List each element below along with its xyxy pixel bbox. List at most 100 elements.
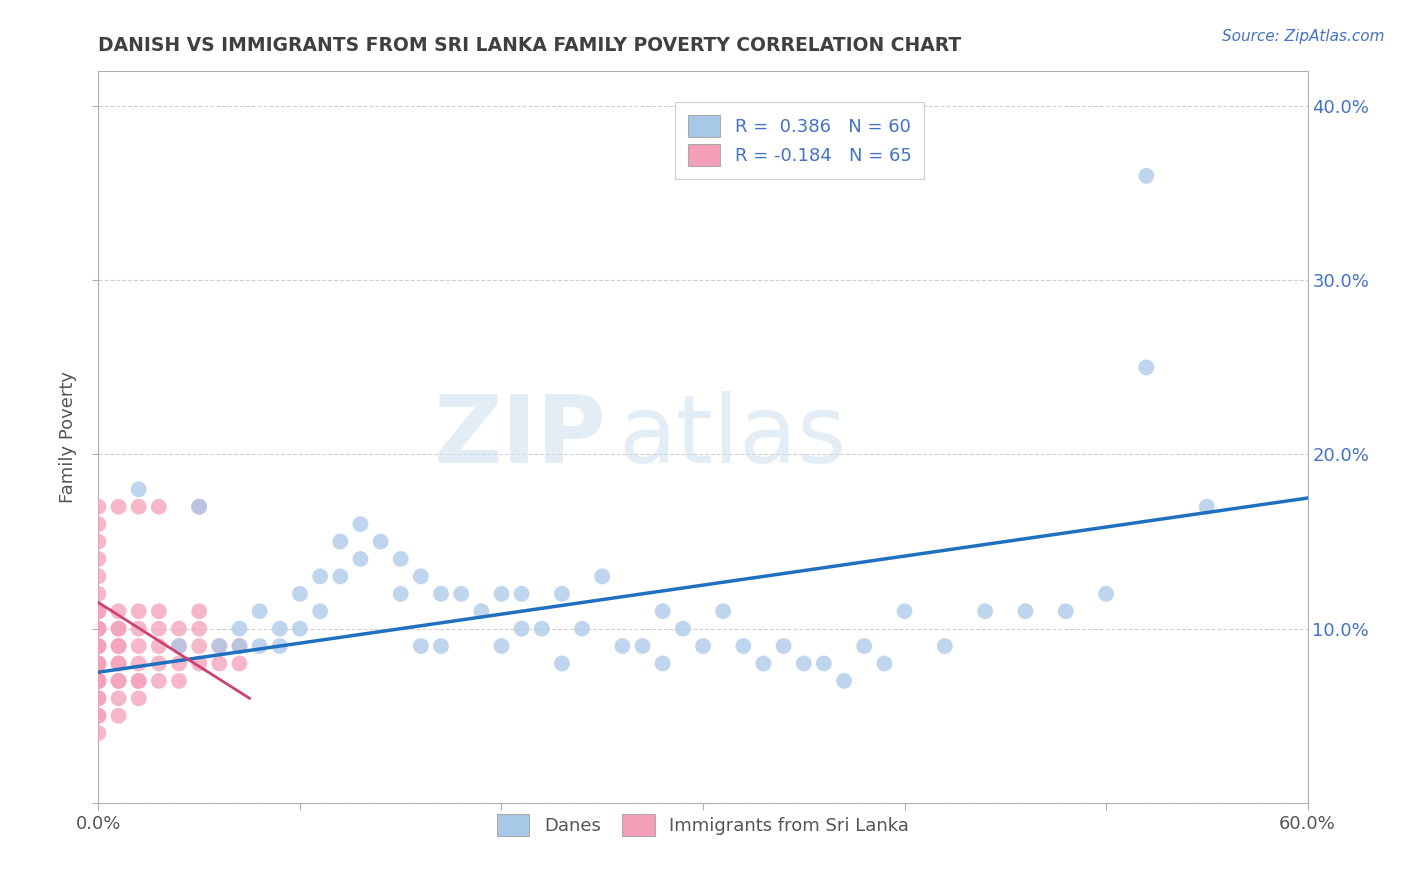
Point bbox=[651, 657, 673, 671]
Point bbox=[813, 657, 835, 671]
Point bbox=[208, 639, 231, 653]
Point bbox=[87, 639, 110, 653]
Point bbox=[107, 639, 129, 653]
Point bbox=[167, 622, 190, 636]
Point bbox=[510, 587, 533, 601]
Point bbox=[1054, 604, 1077, 618]
Point bbox=[208, 657, 231, 671]
Point bbox=[188, 500, 211, 514]
Point bbox=[87, 726, 110, 740]
Point bbox=[450, 587, 472, 601]
Point bbox=[148, 639, 170, 653]
Point bbox=[269, 639, 291, 653]
Point bbox=[107, 673, 129, 688]
Point bbox=[1014, 604, 1036, 618]
Point bbox=[288, 622, 311, 636]
Point bbox=[87, 500, 110, 514]
Point bbox=[309, 604, 332, 618]
Point bbox=[551, 657, 574, 671]
Point bbox=[793, 657, 815, 671]
Point bbox=[349, 517, 371, 532]
Point bbox=[288, 587, 311, 601]
Point bbox=[148, 622, 170, 636]
Point bbox=[491, 587, 513, 601]
Point bbox=[87, 622, 110, 636]
Text: DANISH VS IMMIGRANTS FROM SRI LANKA FAMILY POVERTY CORRELATION CHART: DANISH VS IMMIGRANTS FROM SRI LANKA FAMI… bbox=[98, 36, 962, 54]
Point bbox=[128, 639, 150, 653]
Point bbox=[167, 673, 190, 688]
Point bbox=[87, 708, 110, 723]
Point bbox=[87, 569, 110, 583]
Point bbox=[309, 569, 332, 583]
Point bbox=[692, 639, 714, 653]
Text: Source: ZipAtlas.com: Source: ZipAtlas.com bbox=[1222, 29, 1385, 44]
Point bbox=[612, 639, 634, 653]
Point bbox=[934, 639, 956, 653]
Text: atlas: atlas bbox=[619, 391, 846, 483]
Point bbox=[87, 552, 110, 566]
Point bbox=[87, 657, 110, 671]
Point bbox=[1135, 169, 1157, 183]
Point bbox=[329, 569, 352, 583]
Point bbox=[87, 534, 110, 549]
Point bbox=[107, 657, 129, 671]
Point bbox=[167, 639, 190, 653]
Point bbox=[470, 604, 492, 618]
Point bbox=[87, 622, 110, 636]
Point bbox=[188, 639, 211, 653]
Point bbox=[107, 673, 129, 688]
Point bbox=[772, 639, 794, 653]
Point bbox=[87, 604, 110, 618]
Point bbox=[148, 500, 170, 514]
Point bbox=[249, 639, 271, 653]
Point bbox=[148, 657, 170, 671]
Point bbox=[87, 657, 110, 671]
Point bbox=[249, 604, 271, 618]
Point bbox=[389, 587, 412, 601]
Point bbox=[128, 604, 150, 618]
Point bbox=[128, 673, 150, 688]
Point bbox=[853, 639, 876, 653]
Point bbox=[87, 657, 110, 671]
Point bbox=[107, 604, 129, 618]
Point bbox=[430, 639, 453, 653]
Point bbox=[188, 657, 211, 671]
Point bbox=[551, 587, 574, 601]
Point bbox=[1195, 500, 1218, 514]
Point bbox=[87, 673, 110, 688]
Point bbox=[87, 639, 110, 653]
Point bbox=[107, 622, 129, 636]
Point bbox=[430, 587, 453, 601]
Point bbox=[107, 708, 129, 723]
Point bbox=[228, 622, 250, 636]
Point bbox=[389, 552, 412, 566]
Point bbox=[893, 604, 915, 618]
Point bbox=[128, 691, 150, 706]
Point bbox=[87, 673, 110, 688]
Point bbox=[167, 639, 190, 653]
Point bbox=[188, 500, 211, 514]
Point bbox=[107, 622, 129, 636]
Point bbox=[329, 534, 352, 549]
Point bbox=[87, 691, 110, 706]
Point bbox=[87, 517, 110, 532]
Point bbox=[651, 604, 673, 618]
Point bbox=[672, 622, 695, 636]
Point bbox=[1135, 360, 1157, 375]
Point bbox=[167, 657, 190, 671]
Point bbox=[752, 657, 775, 671]
Point bbox=[87, 673, 110, 688]
Point bbox=[128, 483, 150, 497]
Point bbox=[349, 552, 371, 566]
Point bbox=[148, 673, 170, 688]
Point bbox=[228, 657, 250, 671]
Point bbox=[107, 691, 129, 706]
Point bbox=[128, 500, 150, 514]
Point bbox=[409, 569, 432, 583]
Point bbox=[571, 622, 593, 636]
Point bbox=[188, 604, 211, 618]
Point bbox=[591, 569, 613, 583]
Text: ZIP: ZIP bbox=[433, 391, 606, 483]
Point bbox=[87, 587, 110, 601]
Point bbox=[128, 673, 150, 688]
